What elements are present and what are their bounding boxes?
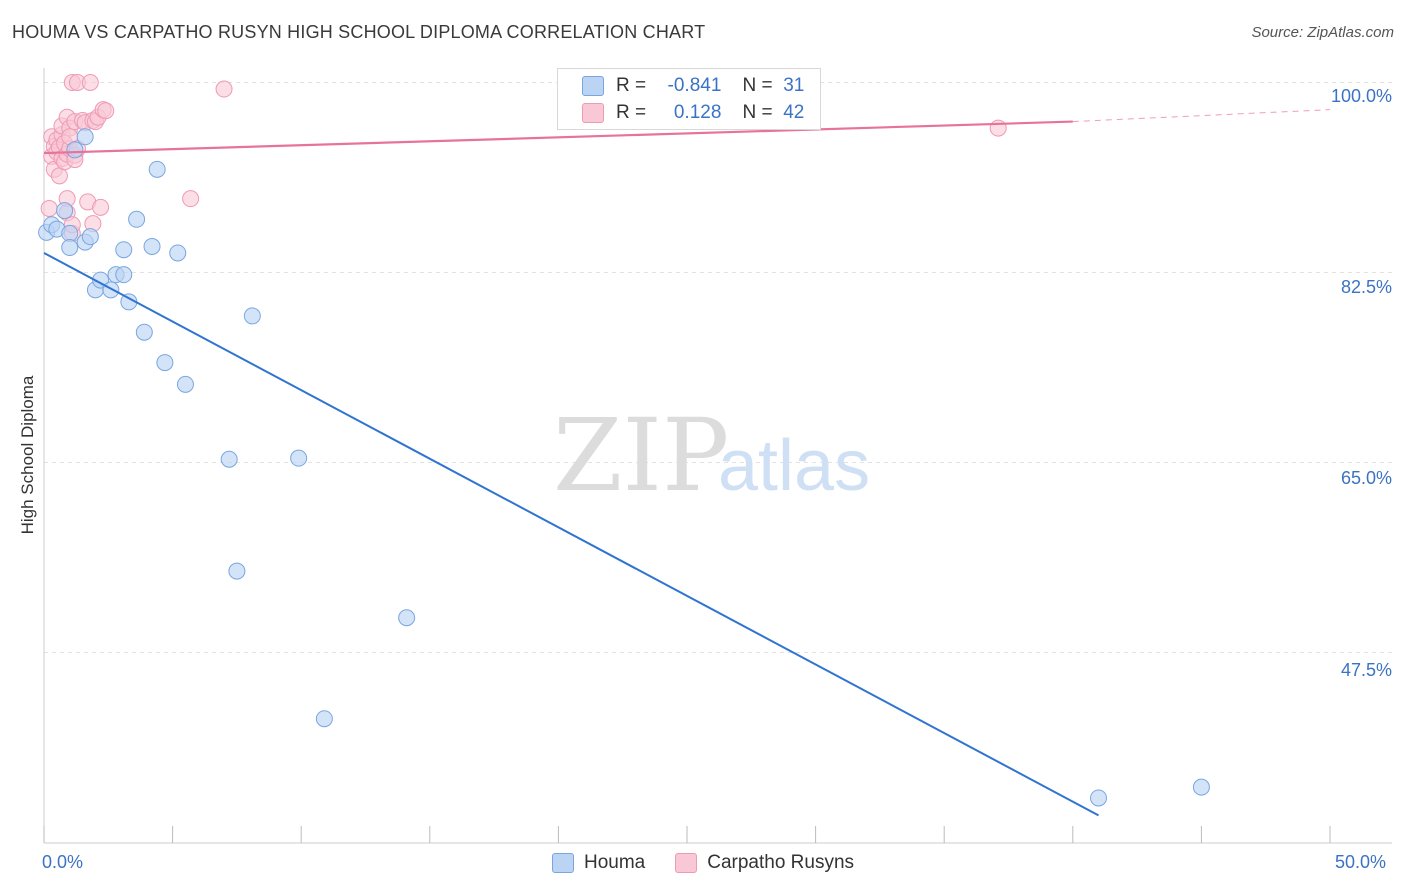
- houma-swatch: [582, 76, 604, 96]
- watermark-zip: ZIP: [553, 397, 729, 514]
- y-tick-label-100: 100.0%: [1330, 86, 1392, 106]
- legend-n-label: N =: [742, 75, 773, 96]
- carpatho-point: [81, 74, 99, 91]
- carpatho-point: [50, 167, 68, 185]
- carpatho-trend-extension: [1072, 109, 1331, 123]
- legend-n-label: N =: [742, 102, 773, 123]
- y-tick-label-65: 65.0%: [1340, 468, 1392, 488]
- houma-point: [156, 354, 174, 372]
- houma-point: [115, 266, 133, 284]
- carpatho-points: [40, 74, 1007, 242]
- series-legend: Houma Carpatho Rusyns: [0, 852, 1406, 874]
- carpatho-point: [97, 102, 115, 120]
- legend-row-carpatho: R = 0.128 N = 42: [582, 102, 804, 124]
- houma-point: [176, 375, 194, 393]
- x-tick-label-min: 0.0%: [42, 852, 84, 872]
- houma-point: [143, 237, 161, 255]
- legend-n-value: 42: [783, 102, 805, 123]
- legend-r-label: R =: [616, 102, 647, 123]
- legend-r-value: -0.841: [667, 75, 722, 96]
- houma-point: [243, 307, 261, 325]
- houma-point: [220, 450, 238, 468]
- houma-point: [1192, 778, 1210, 796]
- houma-point: [315, 710, 333, 728]
- legend-r-value: 0.128: [673, 102, 722, 123]
- houma-point: [228, 562, 246, 580]
- houma-point: [66, 141, 84, 159]
- carpatho-swatch: [582, 103, 604, 123]
- legend-row-houma: R = -0.841 N = 31: [582, 75, 804, 97]
- houma-point: [290, 449, 308, 467]
- houma-point: [56, 202, 74, 220]
- correlation-legend: R = -0.841 N = 31 R = 0.128 N = 42: [557, 68, 821, 130]
- houma-point: [76, 128, 94, 146]
- axes: [43, 68, 1392, 844]
- chart-source: Source: ZipAtlas.com: [1251, 24, 1394, 41]
- houma-legend-swatch: [551, 853, 574, 873]
- legend-n-value: 31: [783, 75, 805, 96]
- carpatho-trend-line: [43, 120, 1073, 155]
- houma-point: [92, 271, 110, 289]
- y-tick-label-82-5: 82.5%: [1340, 277, 1392, 297]
- carpatho-point: [40, 199, 58, 217]
- carpatho-point: [92, 198, 110, 216]
- watermark-atlas: atlas: [718, 426, 870, 506]
- legend-r-label: R =: [616, 75, 647, 96]
- houma-point: [128, 210, 146, 228]
- trend-lines: [43, 109, 1331, 817]
- houma-point: [135, 323, 153, 341]
- x-tick-label-max: 50.0%: [1335, 852, 1387, 872]
- houma-point: [61, 224, 79, 242]
- carpatho-point: [182, 190, 200, 208]
- y-tick-label-47-5: 47.5%: [1340, 660, 1392, 680]
- houma-point: [115, 241, 133, 259]
- chart-title: HOUMA VS CARPATHO RUSYN HIGH SCHOOL DIPL…: [12, 22, 706, 42]
- carpatho-point: [989, 119, 1007, 137]
- houma-point: [398, 609, 416, 627]
- series-legend-houma: Houma: [551, 852, 646, 874]
- gridlines: [44, 82, 1392, 653]
- series-name-carpatho: Carpatho Rusyns: [707, 852, 855, 873]
- houma-points: [38, 128, 1210, 807]
- houma-point: [169, 244, 187, 262]
- series-legend-carpatho: Carpatho Rusyns: [675, 852, 854, 874]
- carpatho-point: [215, 80, 233, 98]
- houma-trend-line: [43, 252, 1099, 817]
- houma-point: [1090, 789, 1108, 807]
- series-name-houma: Houma: [583, 852, 646, 873]
- houma-point: [61, 239, 79, 257]
- houma-point: [102, 281, 120, 299]
- houma-point: [148, 160, 166, 178]
- carpatho-legend-swatch: [675, 853, 698, 873]
- houma-point: [81, 228, 99, 246]
